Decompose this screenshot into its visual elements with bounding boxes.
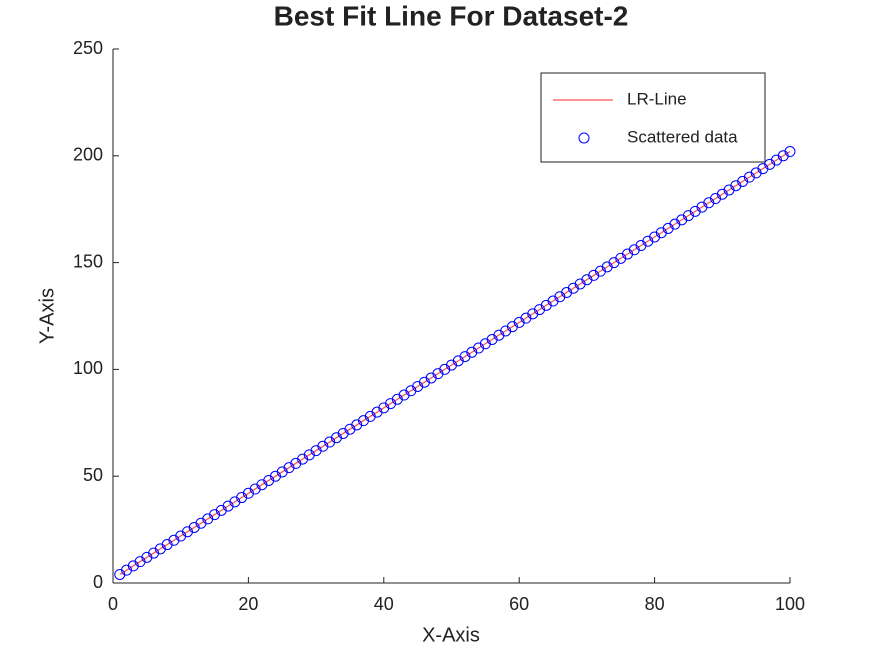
y-tick-label: 150 <box>73 251 103 271</box>
x-tick-label: 80 <box>645 594 665 614</box>
y-tick-label: 200 <box>73 145 103 165</box>
y-tick-label: 250 <box>73 38 103 58</box>
legend-label: Scattered data <box>627 127 738 146</box>
data-point <box>784 146 796 158</box>
legend-swatch <box>578 132 590 144</box>
legend-label: LR-Line <box>627 89 687 108</box>
y-tick-label: 100 <box>73 358 103 378</box>
x-tick-label: 0 <box>108 594 118 614</box>
x-tick-label: 100 <box>775 594 805 614</box>
legend-box <box>540 72 766 163</box>
x-tick-label: 40 <box>374 594 394 614</box>
y-tick-label: 50 <box>83 465 103 485</box>
x-axis-label: X-Axis <box>422 624 480 646</box>
x-tick-label: 20 <box>238 594 258 614</box>
y-tick-label: 0 <box>93 572 103 592</box>
x-tick-label: 60 <box>509 594 529 614</box>
chart-title: Best Fit Line For Dataset-2 <box>274 0 629 31</box>
y-axis-label: Y-Axis <box>36 288 58 344</box>
fit-line <box>119 151 791 575</box>
